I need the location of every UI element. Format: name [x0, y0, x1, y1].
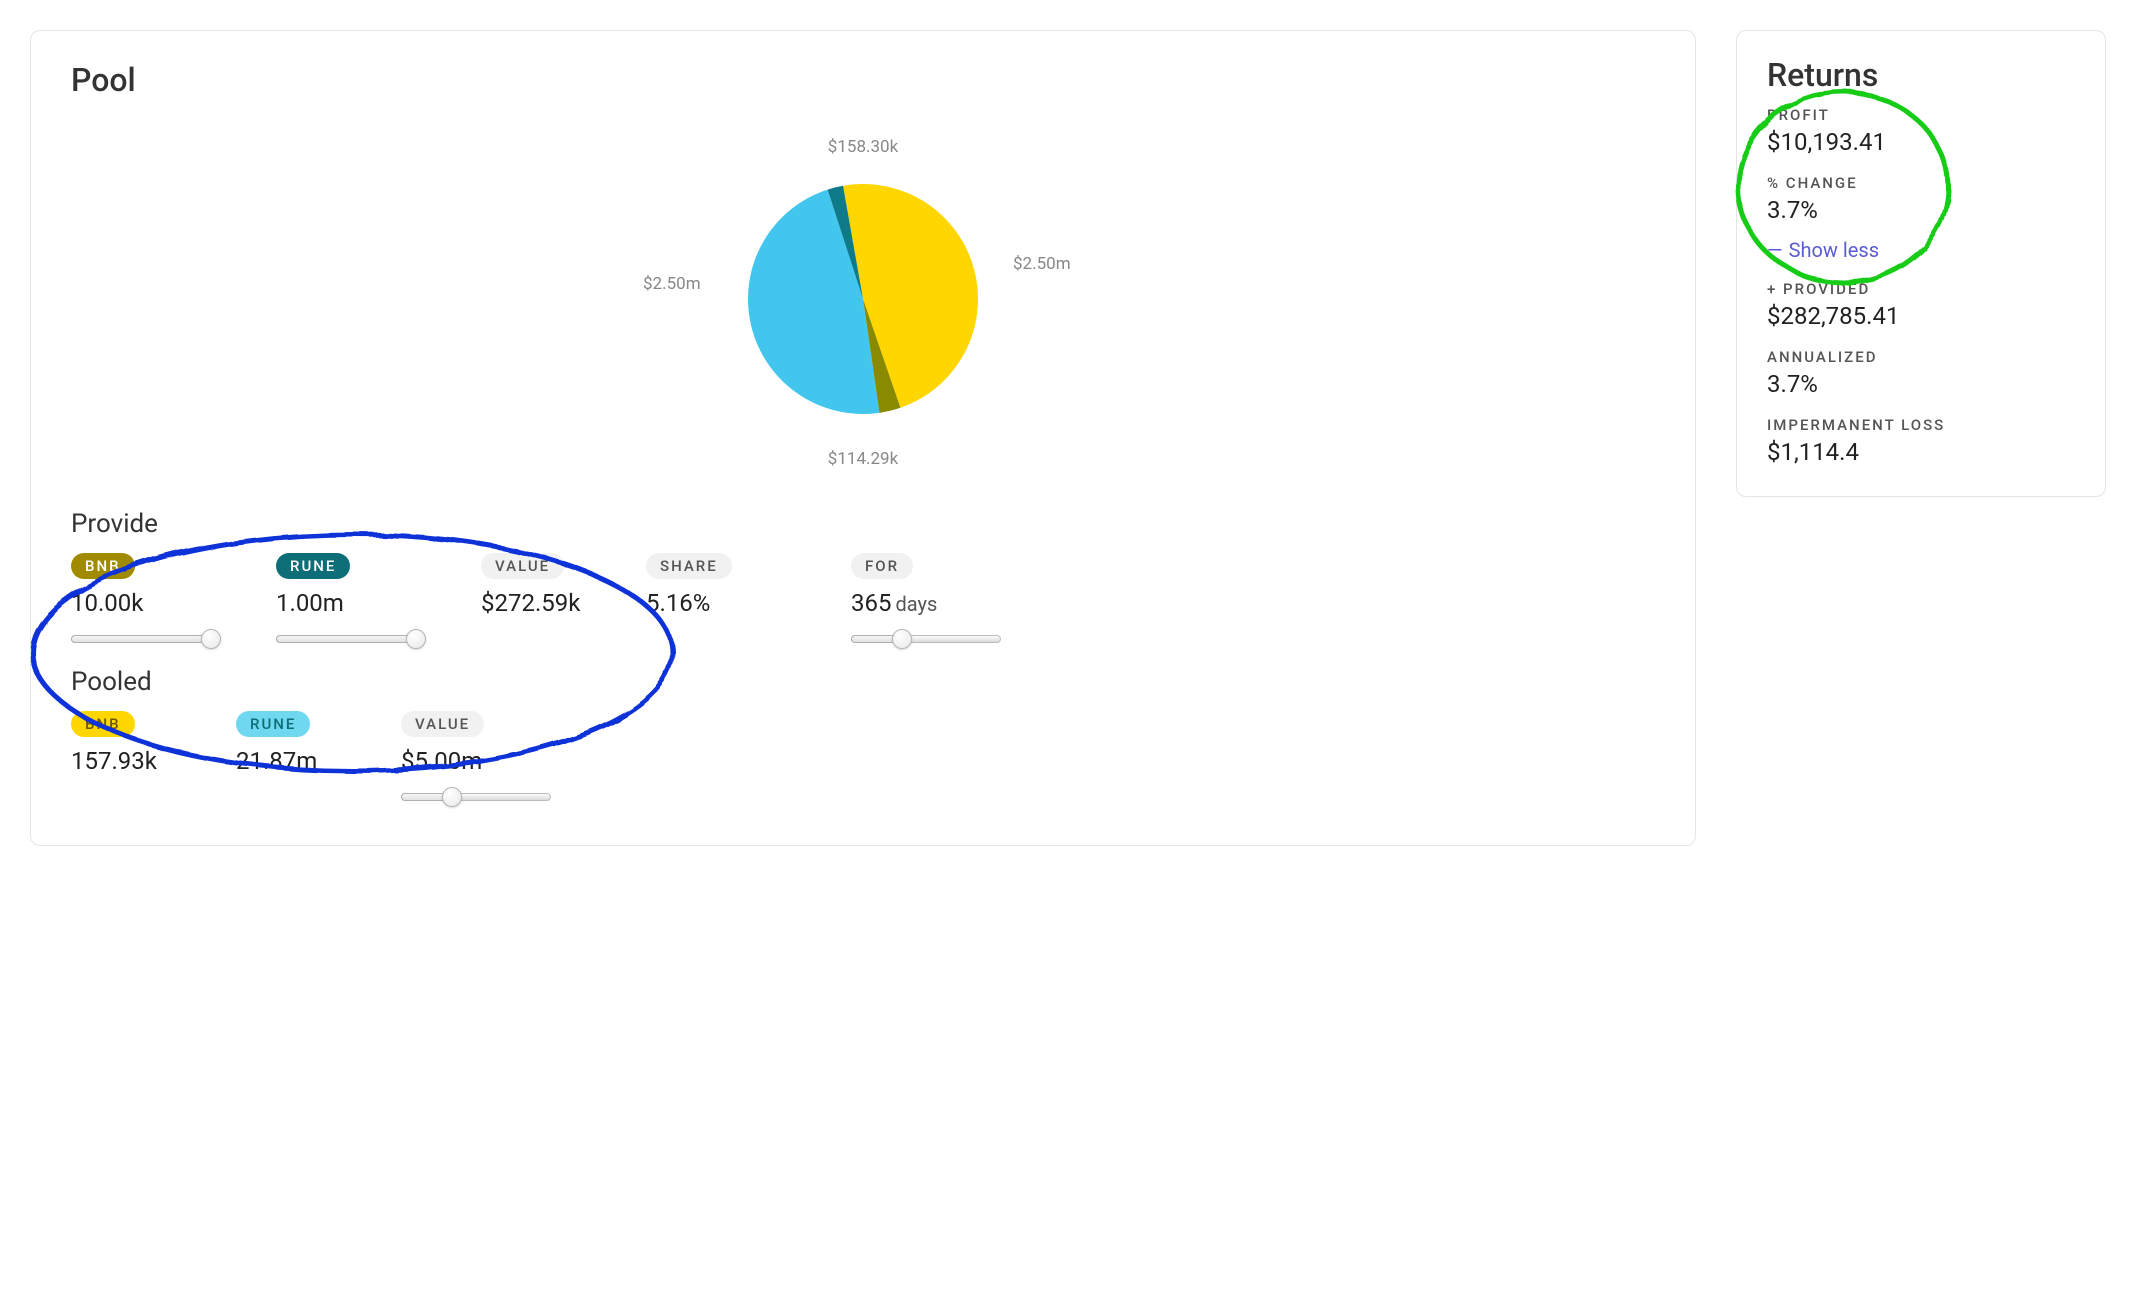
- for-unit: days: [895, 592, 937, 616]
- provide-share: SHARE 5.16%: [646, 553, 756, 617]
- profit-label: PROFIT: [1767, 106, 2075, 124]
- pooled-value-amount: $5.00m: [401, 747, 551, 775]
- pct-change-value: 3.7%: [1767, 196, 2075, 224]
- pooled-metrics: BNB 157.93k RUNE 21.87m VALUE $5.00m: [71, 711, 1655, 805]
- rune-badge: RUNE: [276, 553, 350, 579]
- provide-for-slider[interactable]: [851, 631, 1001, 647]
- value-badge: VALUE: [481, 553, 564, 579]
- provide-rune-slider[interactable]: [276, 631, 426, 647]
- show-less-link[interactable]: —Show less: [1767, 238, 1879, 262]
- provide-share-value: 5.16%: [646, 589, 756, 617]
- provide-for-value: 365days: [851, 589, 1001, 617]
- provide-value: VALUE $272.59k: [481, 553, 591, 617]
- pooled-value-slider[interactable]: [401, 789, 551, 805]
- value-badge: VALUE: [401, 711, 484, 737]
- annualized-label: ANNUALIZED: [1767, 348, 2075, 366]
- provided-label: + PROVIDED: [1767, 280, 2075, 298]
- profit-value: $10,193.41: [1767, 128, 2075, 156]
- bnb-badge: BNB: [71, 553, 135, 579]
- provide-rune-value: 1.00m: [276, 589, 426, 617]
- pooled-bnb-value: 157.93k: [71, 747, 181, 775]
- pooled-bnb: BNB 157.93k: [71, 711, 181, 775]
- returns-title: Returns: [1767, 56, 2075, 94]
- pooled-rune-value: 21.87m: [236, 747, 346, 775]
- pie-label-bottom: $114.29k: [828, 449, 898, 469]
- rune-badge: RUNE: [236, 711, 310, 737]
- share-badge: SHARE: [646, 553, 732, 579]
- provide-rune: RUNE 1.00m: [276, 553, 426, 647]
- imp-loss-value: $1,114.4: [1767, 438, 2075, 466]
- pie-svg: [733, 169, 993, 429]
- annualized-value: 3.7%: [1767, 370, 2075, 398]
- show-less-text: Show less: [1789, 238, 1879, 262]
- pool-title: Pool: [71, 61, 1655, 99]
- provide-bnb-value: 10.00k: [71, 589, 221, 617]
- provide-metrics: BNB 10.00k RUNE 1.00m VALUE $272.59k SHA…: [71, 553, 1655, 647]
- bnb-badge: BNB: [71, 711, 135, 737]
- provide-bnb-slider[interactable]: [71, 631, 221, 647]
- provide-bnb: BNB 10.00k: [71, 553, 221, 647]
- provide-title: Provide: [71, 509, 1655, 539]
- imp-loss-label: IMPERMANENT LOSS: [1767, 416, 2075, 434]
- provided-value: $282,785.41: [1767, 302, 2075, 330]
- pie-label-top: $158.30k: [828, 137, 898, 157]
- pooled-value: VALUE $5.00m: [401, 711, 551, 805]
- minus-icon: —: [1767, 238, 1783, 262]
- pool-card: Pool $158.30k $2.50m $2.50m $114.29k Pro…: [30, 30, 1696, 846]
- provide-for: FOR 365days: [851, 553, 1001, 647]
- for-value: 365: [851, 589, 891, 617]
- for-badge: FOR: [851, 553, 913, 579]
- provide-value-amount: $272.59k: [481, 589, 591, 617]
- pool-pie-chart: $158.30k $2.50m $2.50m $114.29k: [71, 109, 1655, 489]
- pie-label-left: $2.50m: [643, 274, 701, 294]
- pooled-title: Pooled: [71, 667, 1655, 697]
- pie-label-right: $2.50m: [1013, 254, 1071, 274]
- pct-change-label: % CHANGE: [1767, 174, 2075, 192]
- pooled-rune: RUNE 21.87m: [236, 711, 346, 775]
- returns-card: Returns PROFIT $10,193.41 % CHANGE 3.7% …: [1736, 30, 2106, 497]
